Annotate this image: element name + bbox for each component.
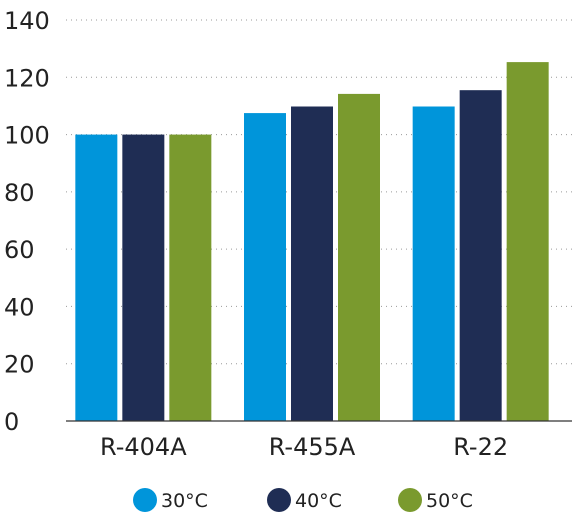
- legend-swatch: [133, 488, 157, 512]
- x-tick-label: R-22: [453, 433, 508, 461]
- bar-R-22-30°C: [412, 106, 455, 421]
- x-tick-label: R-404A: [100, 433, 187, 461]
- bar-R-455A-40°C: [291, 106, 333, 421]
- x-tick-label: R-455A: [269, 433, 356, 461]
- y-tick-label: 100: [4, 122, 50, 150]
- y-tick-label: 0: [4, 408, 19, 436]
- y-tick-label: 120: [4, 64, 50, 92]
- legend-label: 50°C: [426, 490, 473, 512]
- legend-item-50°C: 50°C: [398, 488, 473, 512]
- x-axis-ticks: R-404A R-455A R-22: [100, 433, 508, 461]
- y-tick-label: 40: [4, 293, 35, 321]
- y-tick-label: 140: [4, 7, 50, 35]
- bar-R-404A-50°C: [169, 134, 212, 422]
- legend-label: 40°C: [295, 490, 342, 512]
- bar-R-22-50°C: [506, 62, 549, 421]
- bar-R-404A-40°C: [122, 134, 165, 422]
- legend-label: 30°C: [161, 490, 208, 512]
- y-axis-ticks: 0 20 40 60 80 100 120 140: [4, 7, 50, 436]
- y-tick-label: 80: [4, 179, 35, 207]
- bars: [75, 62, 549, 422]
- y-tick-label: 60: [4, 236, 35, 264]
- legend-item-40°C: 40°C: [267, 488, 342, 512]
- legend-item-30°C: 30°C: [133, 488, 208, 512]
- legend: 30°C 40°C 50°C: [133, 488, 473, 512]
- legend-swatch: [398, 488, 422, 512]
- bar-R-455A-50°C: [338, 93, 380, 422]
- legend-swatch: [267, 488, 291, 512]
- bar-R-22-40°C: [459, 90, 502, 422]
- bar-R-455A-30°C: [244, 113, 286, 421]
- y-tick-label: 20: [4, 351, 35, 379]
- bar-R-404A-30°C: [75, 134, 118, 422]
